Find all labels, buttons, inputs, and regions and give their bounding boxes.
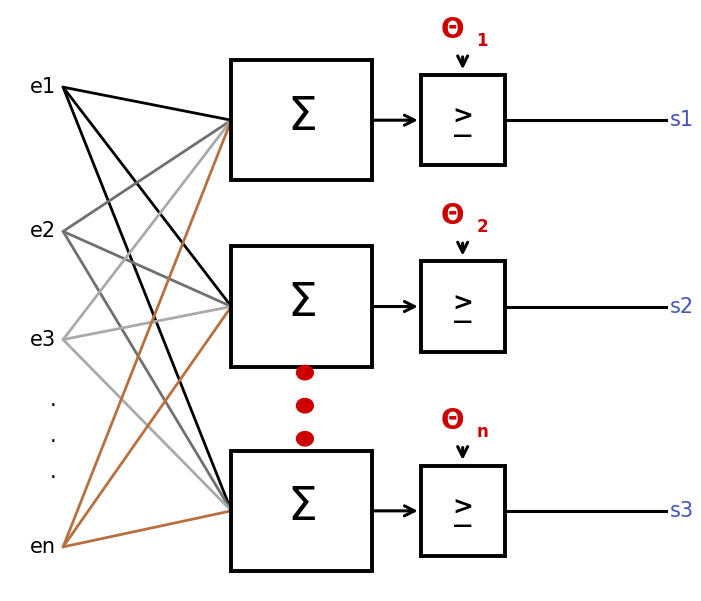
Text: —: — bbox=[453, 312, 472, 331]
Bar bbox=[231, 60, 372, 180]
Text: —: — bbox=[453, 126, 472, 145]
Text: e3: e3 bbox=[30, 329, 56, 350]
Bar bbox=[421, 466, 505, 556]
Text: >: > bbox=[452, 105, 473, 129]
Text: s2: s2 bbox=[669, 296, 693, 317]
Bar bbox=[231, 451, 372, 571]
Text: e2: e2 bbox=[30, 221, 56, 242]
Text: $\mathbf{\Theta}$: $\mathbf{\Theta}$ bbox=[440, 16, 464, 44]
Text: s1: s1 bbox=[669, 110, 693, 130]
Bar bbox=[421, 75, 505, 165]
Circle shape bbox=[297, 398, 313, 413]
Text: >: > bbox=[452, 291, 473, 316]
Text: n: n bbox=[477, 423, 489, 441]
Text: s3: s3 bbox=[669, 501, 693, 521]
Circle shape bbox=[297, 365, 313, 380]
Text: $\mathbf{\Theta}$: $\mathbf{\Theta}$ bbox=[440, 203, 464, 230]
Text: —: — bbox=[453, 516, 472, 535]
Bar bbox=[231, 246, 372, 367]
Bar bbox=[421, 261, 505, 352]
Text: $\mathbf{\Theta}$: $\mathbf{\Theta}$ bbox=[440, 407, 464, 435]
Text: 1: 1 bbox=[477, 32, 488, 50]
Text: en: en bbox=[30, 537, 56, 557]
Text: $\Sigma$: $\Sigma$ bbox=[287, 486, 316, 530]
Text: .: . bbox=[50, 389, 56, 410]
Text: .: . bbox=[50, 462, 56, 482]
Text: >: > bbox=[452, 496, 473, 520]
Text: $\Sigma$: $\Sigma$ bbox=[287, 95, 316, 139]
Text: $\Sigma$: $\Sigma$ bbox=[287, 281, 316, 326]
Circle shape bbox=[297, 432, 313, 446]
Text: 2: 2 bbox=[477, 218, 489, 236]
Text: e1: e1 bbox=[30, 77, 56, 97]
Text: .: . bbox=[50, 426, 56, 446]
